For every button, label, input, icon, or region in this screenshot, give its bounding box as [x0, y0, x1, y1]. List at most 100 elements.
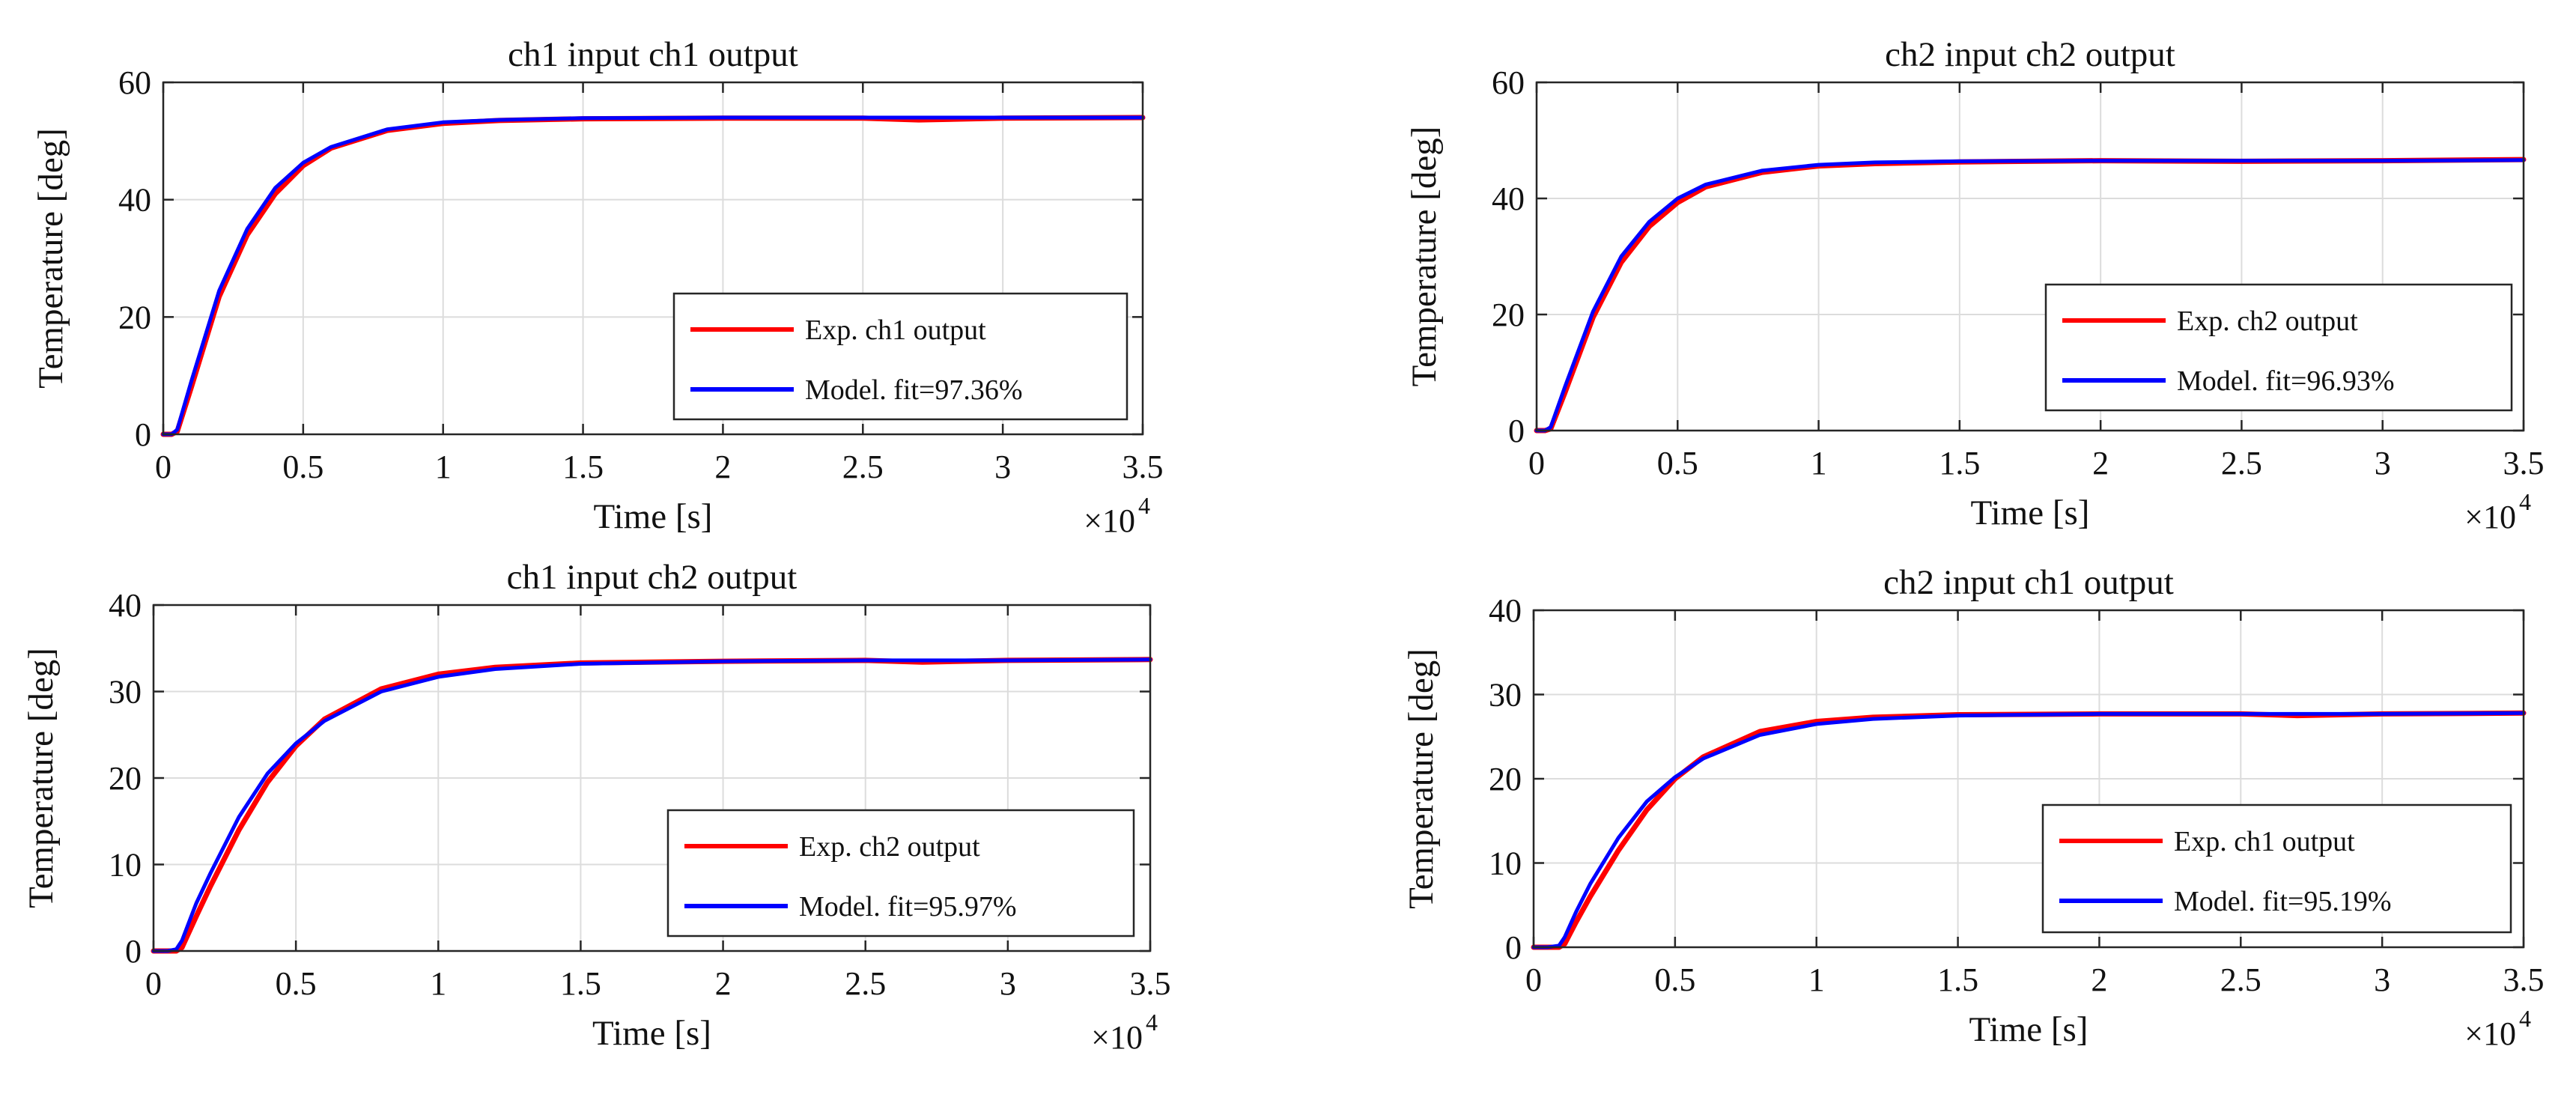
- legend: Exp. ch2 output Model. fit=96.93%: [2044, 283, 2513, 412]
- x-tick-label: 1.5: [560, 965, 601, 1002]
- y-axis-label: Temperature [deg]: [22, 648, 61, 908]
- x-tick-label: 2.5: [842, 449, 884, 485]
- chart-title: ch2 input ch1 output: [1883, 563, 2174, 602]
- legend: Exp. ch1 output Model. fit=97.36%: [672, 292, 1128, 421]
- x-axis-label: Time [s]: [1971, 493, 2090, 532]
- axes-frame: [1535, 81, 2525, 432]
- x-tick-label: 3: [994, 449, 1011, 485]
- x-tick-label: 0.5: [1657, 445, 1698, 481]
- x-tick-label: 0.5: [1654, 961, 1695, 998]
- x-multiplier-exponent: 4: [1146, 1009, 1158, 1036]
- x-tick-label: 0: [145, 965, 162, 1002]
- chart-title: ch2 input ch2 output: [1885, 35, 2175, 74]
- x-tick-label: 2.5: [845, 965, 886, 1002]
- x-tick-label: 2: [2091, 961, 2107, 998]
- x-tick-label: 1.5: [1937, 961, 1978, 998]
- x-tick-label: 0: [1525, 961, 1542, 998]
- y-tick-label: 30: [109, 674, 142, 711]
- y-tick-label: 20: [109, 760, 142, 797]
- x-multiplier-exponent: 4: [2519, 1005, 2531, 1032]
- x-tick-label: 3: [2374, 961, 2390, 998]
- chart-panel-1: 0 0.5 1 1.5 2 2.5 3 3.5 0 20 40 60 ch1 input ch1 out…: [31, 35, 1164, 539]
- x-tick-label: 0.5: [276, 965, 317, 1002]
- y-tick-label: 40: [1489, 592, 1522, 629]
- x-tick-label: 2.5: [2220, 961, 2261, 998]
- y-axis-label: Temperature [deg]: [1405, 127, 1444, 387]
- chart-panel-4: 0 0.5 1 1.5 2 2.5 3 3.5 0 10 20 30 40 ch2 input ch1 o…: [1402, 563, 2545, 1052]
- y-tick-label: 40: [1492, 180, 1525, 217]
- chart-title: ch1 input ch2 output: [507, 558, 798, 597]
- x-tick-label: 1: [435, 449, 452, 485]
- x-axis-label: Time [s]: [592, 1014, 711, 1053]
- legend-box: [672, 292, 1128, 421]
- y-tick-label: 20: [118, 299, 151, 335]
- y-tick-label: 60: [118, 64, 151, 101]
- x-tick-label: 2.5: [2221, 445, 2262, 481]
- x-multiplier-base: ×10: [2464, 499, 2516, 535]
- y-tick-label: 10: [109, 847, 142, 884]
- x-tick-label: 3.5: [1123, 449, 1164, 485]
- x-tick-label: 1.5: [562, 449, 604, 485]
- x-multiplier-base: ×10: [2464, 1015, 2516, 1052]
- chart-panel-3: 0 0.5 1 1.5 2 2.5 3 3.5 0 10 20 30 40 ch1 input ch2 o…: [22, 558, 1171, 1056]
- x-tick-label: 3: [2375, 445, 2391, 481]
- legend-entry-experimental: Exp. ch2 output: [799, 831, 980, 863]
- y-tick-label: 0: [135, 416, 151, 453]
- series-line-model: [1534, 158, 2526, 433]
- x-axis-label: Time [s]: [1969, 1010, 2089, 1049]
- legend: Exp. ch2 output Model. fit=95.97%: [666, 809, 1135, 938]
- x-multiplier: ×10: [1084, 502, 1135, 539]
- y-tick-label: 0: [125, 933, 142, 970]
- series-line-model: [1531, 711, 2526, 949]
- x-tick-label: 1: [1808, 961, 1825, 998]
- y-tick-label: 20: [1492, 297, 1525, 333]
- y-tick-label: 0: [1508, 413, 1525, 449]
- x-multiplier-exponent: 4: [2519, 488, 2531, 515]
- chart-title: ch1 input ch1 output: [508, 35, 798, 74]
- x-axis-label: Time [s]: [594, 497, 713, 536]
- y-axis-label: Temperature [deg]: [31, 128, 70, 389]
- legend-entry-model: Model. fit=97.36%: [805, 374, 1023, 406]
- x-tick-label: 3.5: [1130, 965, 1171, 1002]
- x-tick-label: 2: [714, 449, 731, 485]
- y-tick-label: 30: [1489, 677, 1522, 714]
- series-line-model: [161, 115, 1145, 437]
- x-tick-label: 0: [155, 449, 171, 485]
- x-tick-label: 1: [430, 965, 446, 1002]
- x-multiplier: ×10: [1091, 1019, 1143, 1056]
- legend-entry-model: Model. fit=95.19%: [2174, 886, 2392, 917]
- legend-entry-experimental: Exp. ch1 output: [805, 314, 986, 346]
- axes-frame: [162, 81, 1144, 436]
- chart-panel-2: 0 0.5 1 1.5 2 2.5 3 3.5 0 20 40 60 ch2 input ch2 out…: [1405, 35, 2545, 535]
- y-axis-label: Temperature [deg]: [1402, 648, 1441, 909]
- series-line-model: [151, 657, 1152, 953]
- x-tick-label: 1.5: [1939, 445, 1980, 481]
- legend-entry-experimental: Exp. ch1 output: [2174, 826, 2355, 857]
- y-tick-label: 20: [1489, 761, 1522, 797]
- legend-box: [2041, 803, 2512, 934]
- legend-box: [2044, 283, 2513, 412]
- x-multiplier-base: ×10: [1091, 1019, 1143, 1056]
- legend-box: [666, 809, 1135, 938]
- x-tick-label: 3.5: [2503, 445, 2545, 481]
- x-multiplier: ×10: [2464, 499, 2516, 535]
- x-multiplier: ×10: [2464, 1015, 2516, 1052]
- x-tick-label: 0: [1528, 445, 1545, 481]
- x-multiplier-base: ×10: [1084, 502, 1135, 539]
- x-tick-label: 2: [715, 965, 732, 1002]
- y-tick-label: 60: [1492, 64, 1525, 101]
- x-multiplier-exponent: 4: [1138, 492, 1150, 519]
- legend: Exp. ch1 output Model. fit=95.19%: [2041, 803, 2512, 934]
- x-tick-label: 2: [2092, 445, 2109, 481]
- y-tick-label: 10: [1489, 845, 1522, 882]
- y-tick-label: 0: [1505, 929, 1522, 966]
- legend-entry-model: Model. fit=95.97%: [799, 891, 1017, 923]
- x-tick-label: 3.5: [2503, 961, 2545, 998]
- x-tick-label: 3: [1000, 965, 1016, 1002]
- legend-entry-model: Model. fit=96.93%: [2177, 365, 2395, 397]
- y-tick-label: 40: [109, 587, 142, 624]
- legend-entry-experimental: Exp. ch2 output: [2177, 306, 2358, 337]
- y-tick-label: 40: [118, 182, 151, 219]
